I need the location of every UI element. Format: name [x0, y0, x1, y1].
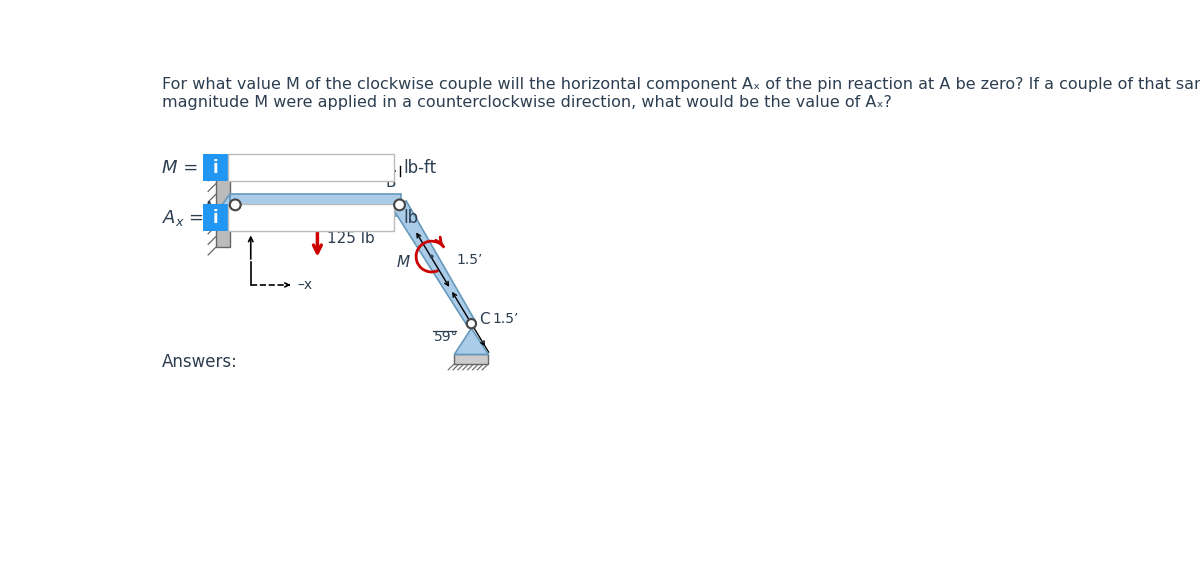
Text: 125 lb: 125 lb [326, 231, 374, 246]
Polygon shape [222, 194, 230, 216]
Polygon shape [455, 354, 488, 364]
FancyBboxPatch shape [203, 154, 228, 181]
Text: –x: –x [298, 278, 312, 292]
Text: magnitude M were applied in a counterclockwise direction, what would be the valu: magnitude M were applied in a counterclo… [162, 95, 892, 110]
FancyBboxPatch shape [228, 205, 394, 232]
Text: lb-ft: lb-ft [403, 159, 437, 177]
Text: i: i [212, 159, 218, 177]
Text: 2.6’: 2.6’ [263, 154, 289, 168]
Circle shape [467, 319, 476, 328]
Circle shape [394, 199, 404, 210]
Text: 2.6’: 2.6’ [346, 154, 372, 168]
Polygon shape [392, 201, 475, 326]
Text: M: M [397, 255, 410, 270]
Text: C: C [479, 312, 490, 327]
Text: A: A [204, 201, 215, 216]
Polygon shape [230, 194, 401, 216]
Text: Answers:: Answers: [162, 353, 238, 371]
Text: lb: lb [403, 209, 419, 227]
Polygon shape [455, 328, 488, 354]
Text: $A_x$ =: $A_x$ = [162, 208, 204, 228]
FancyBboxPatch shape [203, 205, 228, 232]
Circle shape [230, 199, 241, 210]
Text: y: y [247, 215, 254, 229]
Text: i: i [212, 209, 218, 227]
Text: B: B [385, 175, 396, 190]
Text: For what value M of the clockwise couple will the horizontal component Aₓ of the: For what value M of the clockwise couple… [162, 77, 1200, 92]
FancyBboxPatch shape [228, 154, 394, 181]
Circle shape [430, 255, 433, 258]
Polygon shape [216, 163, 230, 247]
Text: 1.5’: 1.5’ [493, 312, 520, 326]
Text: 59°: 59° [434, 330, 458, 344]
Text: 1.5’: 1.5’ [457, 253, 484, 267]
Text: M =: M = [162, 159, 198, 177]
